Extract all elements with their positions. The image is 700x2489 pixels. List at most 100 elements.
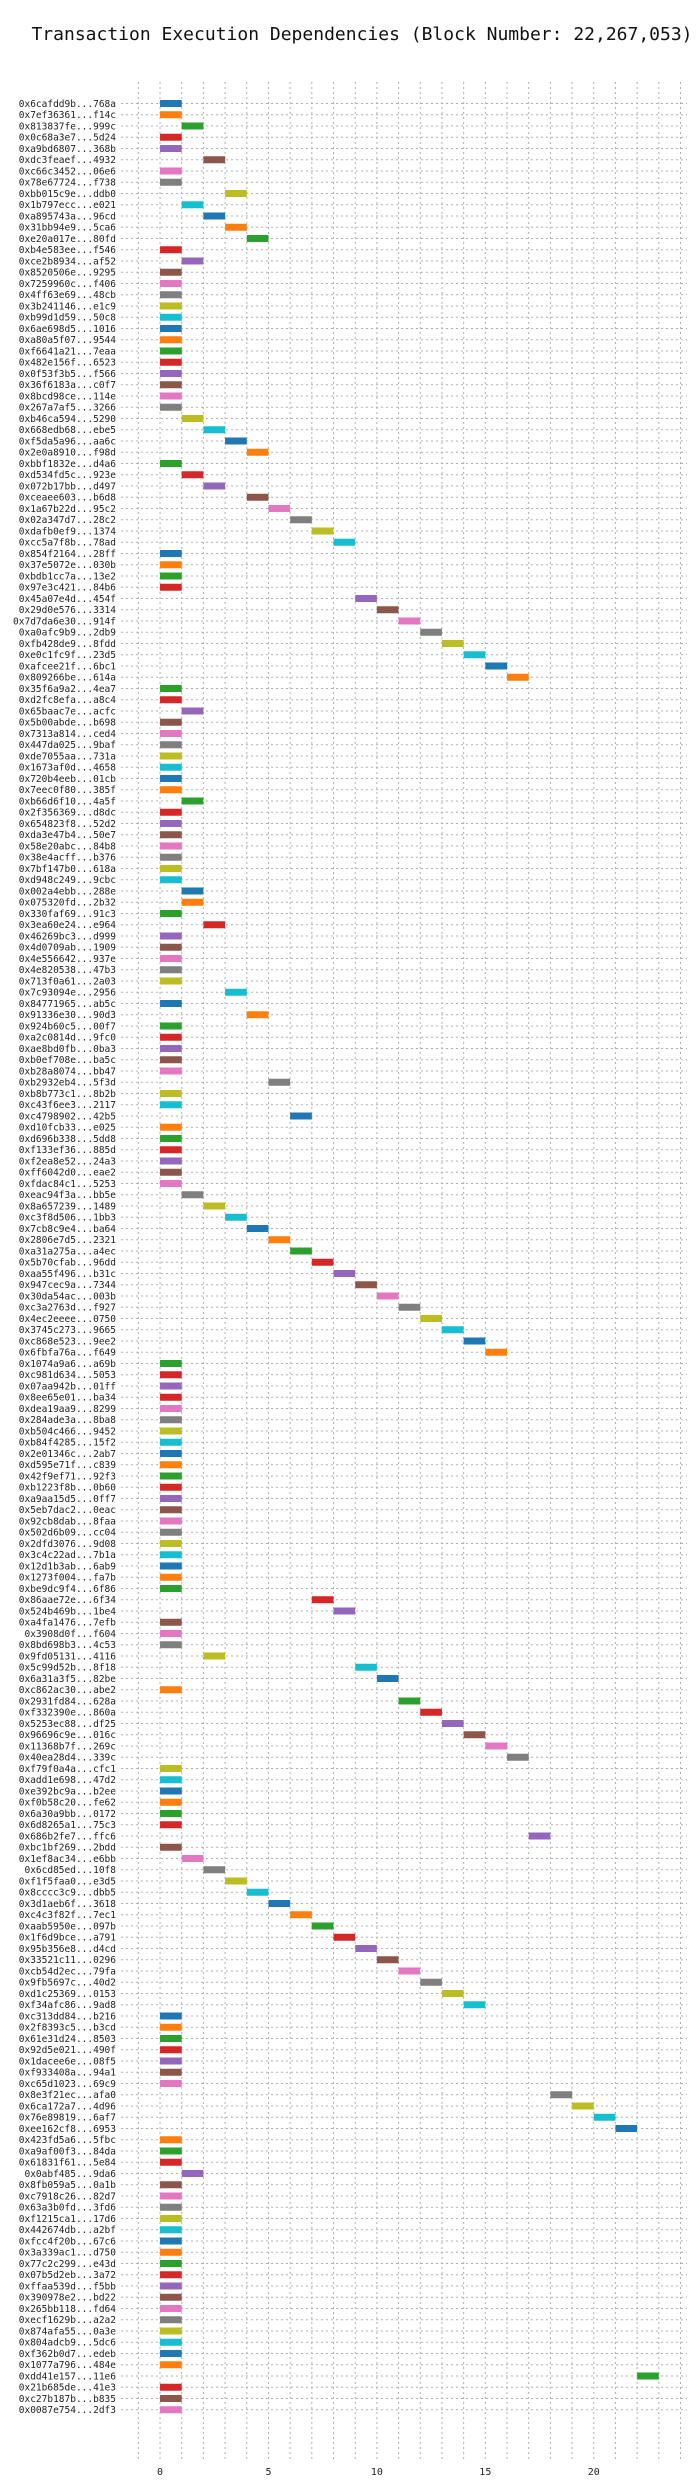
transaction-bar	[225, 988, 247, 996]
transaction-label: 0x61e31d24...8503	[19, 2034, 116, 2045]
transaction-label: 0x86aae72e...6f34	[19, 1595, 117, 1606]
transaction-bar	[463, 1337, 486, 1345]
transaction-label: 0x265bb118...fd64	[19, 2304, 117, 2315]
transaction-label: 0xbdb1cc7a...13e2	[19, 571, 116, 582]
transaction-label: 0xf362b0d7...edeb	[19, 2349, 117, 2360]
transaction-label: 0x31bb94e9...5ca6	[19, 223, 117, 234]
transaction-label: 0xc7918c26...82d7	[19, 2191, 116, 2202]
transaction-label: 0xf79f0a4a...cfc1	[19, 1764, 117, 1775]
transaction-label: 0x7cb8c9e4...ba64	[19, 1224, 117, 1235]
transaction-label: 0x0abf485...9da6	[24, 2169, 116, 2180]
transaction-bar	[485, 1742, 508, 1750]
transaction-bar	[181, 2170, 204, 2177]
transaction-bar	[246, 1225, 269, 1232]
transaction-label: 0x874afa55...0a3e	[19, 2326, 117, 2337]
x-tick-label: 15	[479, 2467, 491, 2478]
transaction-bar	[160, 1765, 182, 1772]
transaction-label: 0xf332390e...860a	[19, 1708, 116, 1719]
transaction-bar	[160, 2305, 182, 2312]
transaction-label: 0x0f53f3b5...f566	[19, 369, 117, 380]
transaction-bar	[355, 1663, 377, 1671]
transaction-label: 0x5eb7dac2...0eac	[19, 1505, 116, 1516]
transaction-bar	[160, 1798, 182, 1806]
transaction-bar	[203, 156, 226, 164]
transaction-label: 0x78e67724...f738	[19, 178, 117, 189]
transaction-label: 0xb0ef708e...ba5c	[19, 1055, 116, 1066]
transaction-label: 0x442674db...a2bf	[19, 2225, 116, 2236]
transaction-bar	[333, 1270, 356, 1277]
transaction-label: 0xd534fd5c...923e	[19, 470, 117, 481]
transaction-bar	[160, 763, 182, 771]
transaction-bar	[203, 921, 226, 929]
transaction-bar	[160, 381, 182, 389]
transaction-bar	[160, 932, 182, 940]
transaction-bar	[160, 133, 182, 141]
chart-title: Transaction Execution Dependencies (Bloc…	[31, 24, 692, 45]
transaction-bar	[246, 1888, 269, 1896]
transaction-bar	[203, 426, 226, 434]
transaction-bar	[355, 595, 377, 602]
transaction-label: 0x5b70cfab...96dd	[19, 1258, 116, 1269]
transaction-label: 0xb2932eb4...5f3d	[19, 1078, 116, 1089]
transaction-bar	[160, 2147, 182, 2155]
transaction-label: 0x3c4c22ad...7b1a	[19, 1550, 116, 1561]
transaction-label: 0x8fb059a5...0a1b	[19, 2180, 117, 2191]
transaction-bar	[246, 1011, 269, 1019]
transaction-bar	[160, 347, 182, 355]
transaction-label: 0x3745c273...9665	[19, 1325, 116, 1336]
transaction-bar	[160, 1157, 182, 1165]
transaction-label: 0x21b685de...41e3	[19, 2383, 116, 2394]
transaction-bar	[572, 2102, 594, 2110]
transaction-label: 0xaa55f496...b31c	[19, 1269, 116, 1280]
transaction-label: 0xa9aa15d5...0ff7	[19, 1494, 116, 1505]
transaction-label: 0x92cb8dab...8faa	[19, 1516, 116, 1527]
y-label-layer: 0x6cafdd9b...768a0x7ef36361...f14c0x8138…	[13, 99, 116, 2416]
transaction-bar	[160, 1360, 182, 1367]
transaction-label: 0x072b17bb...d497	[19, 481, 116, 492]
transaction-bar	[355, 1281, 377, 1289]
transaction-label: 0x37e5072e...030b	[19, 560, 117, 571]
transaction-bar	[333, 1607, 356, 1615]
transaction-label: 0x6d8265a1...75c3	[19, 1820, 116, 1831]
transaction-bar	[160, 403, 182, 411]
transaction-bar	[355, 1945, 377, 1952]
transaction-bar	[420, 1315, 442, 1322]
transaction-label: 0x1077a796...484e	[19, 2360, 117, 2371]
transaction-label: 0xc862ac30...abe2	[19, 1685, 116, 1696]
transaction-bar	[181, 1191, 204, 1199]
transaction-bar	[160, 2192, 182, 2200]
transaction-bar	[160, 167, 182, 175]
transaction-bar	[160, 1787, 182, 1795]
transaction-bar	[441, 1990, 464, 1997]
transaction-label: 0xee162cf8...6953	[19, 2124, 116, 2135]
transaction-label: 0xa80a5f07...9544	[19, 335, 117, 346]
transaction-label: 0x7313a814...ced4	[19, 729, 117, 740]
transaction-label: 0x8bcd98ce...114e	[19, 391, 117, 402]
transaction-label: 0xf133ef36...885d	[19, 1145, 116, 1156]
transaction-bar	[160, 1517, 182, 1525]
transaction-bar	[160, 2271, 182, 2279]
transaction-bar	[160, 1427, 182, 1435]
transaction-bar	[160, 2260, 182, 2267]
transaction-bar	[507, 673, 529, 681]
transaction-label: 0x720b4eeb...01cb	[19, 774, 117, 785]
transaction-bar	[203, 1202, 226, 1210]
transaction-label: 0x482e156f...6523	[19, 358, 116, 369]
transaction-bar	[160, 2361, 182, 2369]
transaction-label: 0x95b356e8...d4cd	[19, 1944, 116, 1955]
transaction-bar	[160, 561, 182, 569]
transaction-bar	[160, 876, 182, 884]
transaction-bar	[160, 752, 182, 760]
transaction-bar	[160, 2203, 182, 2211]
transaction-label: 0xfcc4f20b...67c6	[19, 2236, 117, 2247]
transaction-label: 0x2f8393c5...b3cd	[19, 2023, 116, 2034]
transaction-label: 0x654823f8...52d2	[19, 819, 116, 830]
transaction-label: 0xf933408a...94a1	[19, 2068, 117, 2079]
transaction-bar	[376, 1956, 399, 1964]
transaction-label: 0xc43f6ee3...2117	[19, 1100, 116, 1111]
transaction-label: 0xbb015c9e...ddb0	[19, 189, 117, 200]
transaction-label: 0x502d6b09...cc04	[19, 1528, 117, 1539]
